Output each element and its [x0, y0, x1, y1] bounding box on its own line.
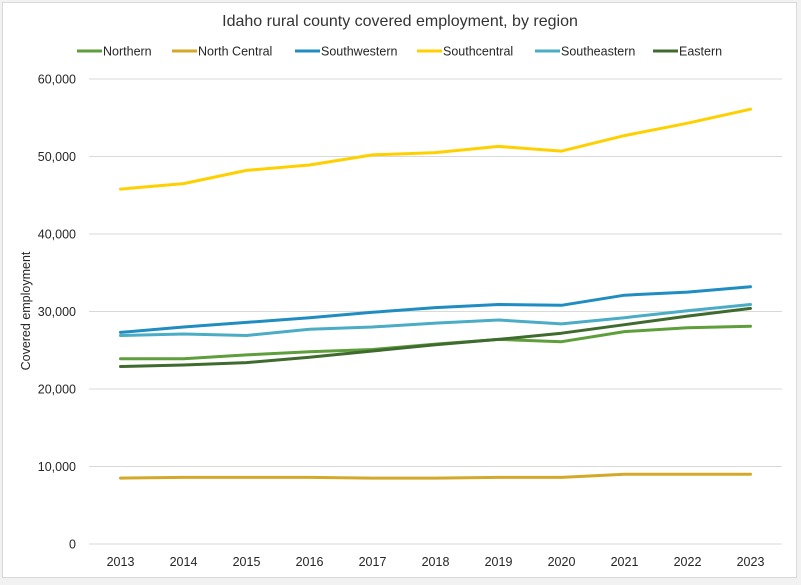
series-line-southeastern: [119, 303, 752, 337]
x-axis-ticks: 2013 2014 2015 2016 2017 2018 2019 2020 2021 2022…: [107, 555, 765, 569]
legend-label: Eastern: [679, 45, 722, 59]
x-tick-label: 2023: [737, 555, 765, 569]
y-tick-label: 30,000: [38, 305, 76, 319]
series-lines: [119, 107, 752, 480]
legend-item-northern: Northern: [77, 45, 152, 59]
y-tick-label: 0: [69, 538, 76, 552]
y-axis-label: Covered employment: [19, 251, 33, 370]
legend-item-southeastern: Southeastern: [535, 45, 635, 59]
x-tick-label: 2015: [233, 555, 261, 569]
y-tick-label: 40,000: [38, 228, 76, 242]
chart-frame: [2, 2, 797, 578]
series-line-northern: [119, 324, 752, 361]
y-tick-label: 60,000: [38, 73, 76, 87]
series-line-southwestern: [119, 285, 752, 334]
x-tick-label: 2021: [611, 555, 639, 569]
series-line-eastern: [119, 306, 752, 368]
series-line-north-central: [119, 472, 752, 480]
legend-item-southcentral: Southcentral: [417, 45, 513, 59]
legend-label: Southeastern: [561, 45, 635, 59]
x-tick-label: 2018: [422, 555, 450, 569]
chart-title: Idaho rural county covered employment, b…: [222, 13, 578, 30]
legend-label: Northern: [103, 45, 152, 59]
x-tick-label: 2017: [359, 555, 387, 569]
legend-item-southwestern: Southwestern: [295, 45, 397, 59]
gridlines: [89, 78, 782, 545]
x-tick-label: 2014: [170, 555, 198, 569]
legend-label: North Central: [198, 45, 272, 59]
x-tick-label: 2016: [296, 555, 324, 569]
y-tick-label: 50,000: [38, 150, 76, 164]
series-line-southcentral: [119, 107, 752, 191]
y-tick-label: 20,000: [38, 383, 76, 397]
legend: Northern North Central Southwestern Southce…: [77, 45, 722, 59]
x-tick-label: 2013: [107, 555, 135, 569]
x-tick-label: 2020: [548, 555, 576, 569]
legend-label: Southcentral: [443, 45, 513, 59]
x-tick-label: 2019: [485, 555, 513, 569]
x-tick-label: 2022: [674, 555, 702, 569]
legend-item-eastern: Eastern: [653, 45, 722, 59]
legend-label: Southwestern: [321, 45, 397, 59]
y-axis-ticks: 0 10,000 20,000 30,000 40,000 50,000 60,000: [38, 73, 76, 552]
y-tick-label: 10,000: [38, 460, 76, 474]
legend-item-north-central: North Central: [172, 45, 272, 59]
